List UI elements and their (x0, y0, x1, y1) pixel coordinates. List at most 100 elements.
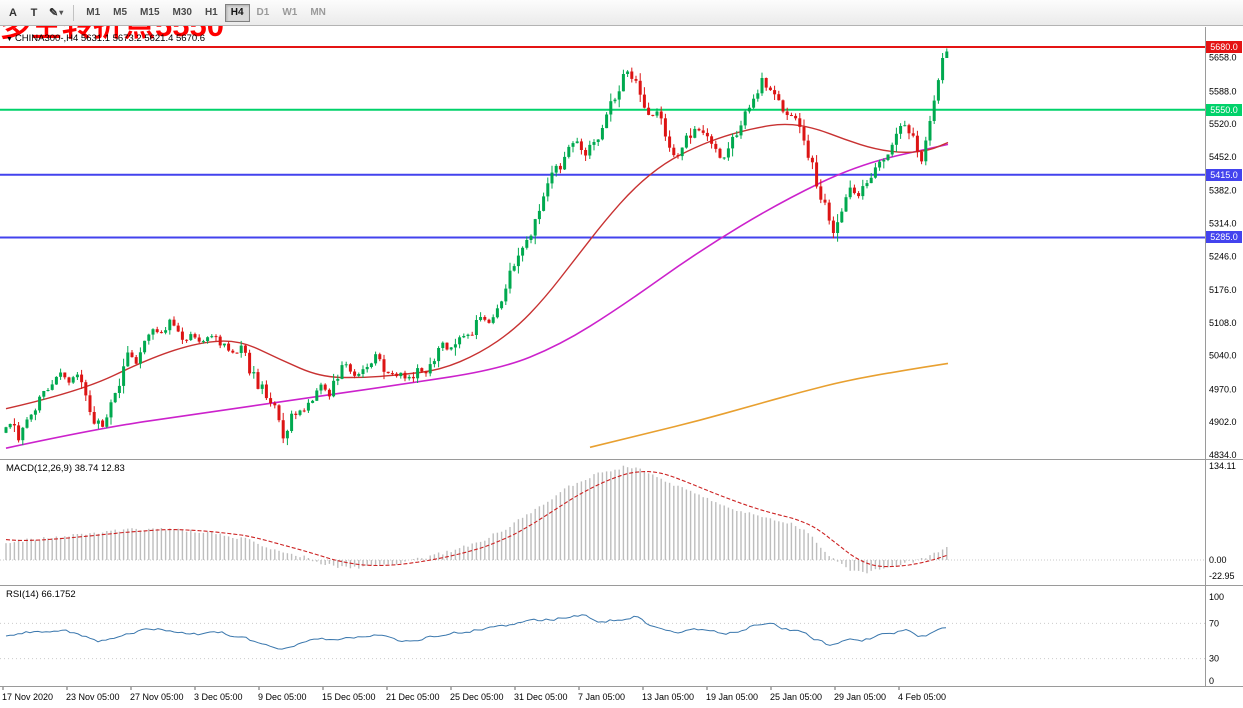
timeframe-m15-button[interactable]: M15 (140, 7, 160, 18)
candle-body (911, 133, 915, 136)
candle-body (42, 391, 46, 397)
candle-body (449, 347, 453, 350)
candle-body (357, 374, 361, 376)
candle-body (852, 187, 856, 194)
candle-body (269, 398, 273, 404)
candle-body (403, 372, 407, 379)
candle-body (407, 376, 411, 379)
candle-body (25, 419, 29, 428)
candles-layer (4, 48, 949, 446)
candle-body (810, 157, 814, 163)
svg-text:27 Nov 05:00: 27 Nov 05:00 (130, 692, 184, 702)
price-tag-5415[interactable]: 5415.0 (1206, 169, 1242, 181)
svg-text:5382.0: 5382.0 (1209, 186, 1237, 196)
timeframe-h4-button[interactable]: H4 (224, 3, 250, 22)
candle-body (277, 405, 281, 421)
candle-body (75, 374, 79, 378)
candle-body (647, 107, 651, 115)
candle-body (340, 365, 344, 379)
price-tag-5680[interactable]: 5680.0 (1206, 41, 1242, 53)
candle-body (206, 337, 210, 341)
candle-body (411, 376, 415, 379)
candle-body (903, 125, 907, 127)
candle-body (8, 424, 12, 428)
candle-body (718, 148, 722, 158)
candle-body (151, 329, 155, 335)
candle-body (386, 371, 390, 374)
candle-body (462, 336, 466, 338)
svg-text:31 Dec 05:00: 31 Dec 05:00 (514, 692, 568, 702)
symbol-ohlc-text: CHINA300-,H4 5631.1 5673.2 5621.4 5670.6 (14, 33, 206, 44)
candle-body (798, 118, 802, 127)
candle-body (374, 354, 378, 364)
candle-body (231, 350, 235, 353)
candle-body (260, 384, 264, 389)
candle-body (567, 146, 571, 157)
candle-body (143, 340, 147, 353)
candle-body (193, 334, 197, 338)
candle-body (907, 125, 911, 134)
candle-body (529, 235, 533, 240)
svg-text:5452.0: 5452.0 (1209, 152, 1237, 162)
candle-body (668, 136, 672, 148)
svg-text:19 Jan 05:00: 19 Jan 05:00 (706, 692, 758, 702)
candle-body (836, 222, 840, 233)
candle-body (928, 121, 932, 141)
symbol-dropdown-icon: ▼ (6, 36, 13, 43)
draw-tool-button[interactable]: ✎ ▾ (45, 3, 67, 23)
timeframe-m5-button[interactable]: M5 (113, 7, 128, 18)
arrow-tool-button[interactable]: A (9, 6, 17, 19)
candle-body (714, 143, 718, 149)
timeframe-w1-button[interactable]: W1 (282, 7, 298, 18)
candle-body (915, 135, 919, 152)
candle-body (159, 332, 163, 334)
candle-body (185, 339, 189, 341)
timeframe-m1-button[interactable]: M1 (86, 7, 101, 18)
timeframe-d1-button[interactable]: D1 (256, 7, 270, 18)
candle-body (256, 372, 260, 389)
candle-body (130, 352, 134, 358)
text-tool-button[interactable]: T (30, 6, 38, 19)
candle-body (894, 133, 898, 145)
candle-body (294, 413, 298, 415)
candle-body (508, 270, 512, 289)
timeframe-m30-button[interactable]: M30 (172, 7, 192, 18)
symbol-info[interactable]: ▼ CHINA300-,H4 5631.1 5673.2 5621.4 5670.… (6, 33, 205, 44)
candle-body (890, 144, 894, 155)
timeframe-h1-button[interactable]: H1 (204, 7, 218, 18)
macd-indicator-label: MACD(12,26,9) 38.74 12.83 (6, 463, 125, 474)
price-tag-5550[interactable]: 5550.0 (1206, 104, 1242, 116)
price-axis: 5658.0 5588.0 5520.0 5452.0 5382.0 5314.0 5246… (1209, 53, 1237, 686)
candle-body (46, 390, 50, 391)
candle-body (348, 364, 352, 372)
candle-body (84, 382, 88, 396)
candle-body (252, 372, 256, 374)
svg-text:3 Dec 05:00: 3 Dec 05:00 (194, 692, 243, 702)
candle-body (88, 395, 92, 412)
candle-body (122, 366, 126, 386)
svg-text:5040.0: 5040.0 (1209, 351, 1237, 361)
candle-body (63, 372, 67, 378)
candle-body (458, 337, 462, 345)
candle-body (504, 288, 508, 302)
svg-text:30: 30 (1209, 654, 1219, 664)
candle-body (617, 91, 621, 100)
candle-body (197, 337, 201, 342)
timeframe-mn-button[interactable]: MN (310, 7, 326, 18)
svg-text:5314.0: 5314.0 (1209, 219, 1237, 229)
candle-body (542, 196, 546, 211)
candle-body (327, 389, 331, 397)
candle-body (819, 186, 823, 200)
candle-body (12, 424, 16, 426)
svg-text:134.11: 134.11 (1209, 461, 1236, 471)
candle-body (54, 376, 58, 385)
candle-body (445, 342, 449, 350)
candle-body (752, 98, 756, 108)
price-tag-5285[interactable]: 5285.0 (1206, 231, 1242, 243)
candle-body (290, 413, 294, 431)
candle-body (222, 343, 226, 346)
candle-body (395, 373, 399, 377)
candle-body (693, 128, 697, 138)
candle-body (155, 329, 159, 333)
